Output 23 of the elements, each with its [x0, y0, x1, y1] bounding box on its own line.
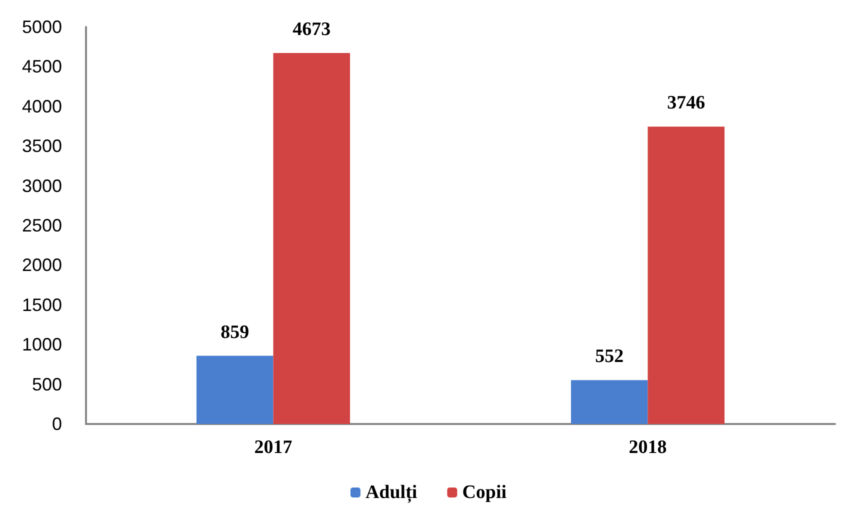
data-label: 552 [595, 346, 624, 368]
y-tick-label: 2500 [22, 216, 62, 236]
y-tick-label: 500 [32, 374, 62, 394]
bar [570, 380, 648, 424]
data-label: 4673 [292, 18, 331, 40]
y-tick-label: 0 [52, 414, 62, 434]
data-label: 859 [220, 322, 250, 343]
y-tick-label: 1000 [22, 334, 62, 355]
bar [196, 356, 274, 424]
y-tick-label: 1500 [22, 294, 62, 315]
data-label: 3746 [667, 92, 706, 114]
y-tick-label: 5000 [22, 17, 62, 37]
bar [273, 52, 350, 424]
x-tick-label: 2017 [254, 437, 293, 458]
bar [648, 126, 725, 424]
x-tick-label: 2018 [628, 437, 667, 458]
y-tick-label: 2000 [22, 255, 62, 276]
legend-label: Copii [462, 482, 507, 503]
y-tick-label: 3500 [22, 136, 62, 156]
y-tick-label: 4000 [22, 96, 62, 116]
legend-label: Adulți [365, 482, 418, 503]
y-tick-label: 3000 [22, 176, 62, 196]
y-tick-label: 4500 [22, 56, 62, 77]
